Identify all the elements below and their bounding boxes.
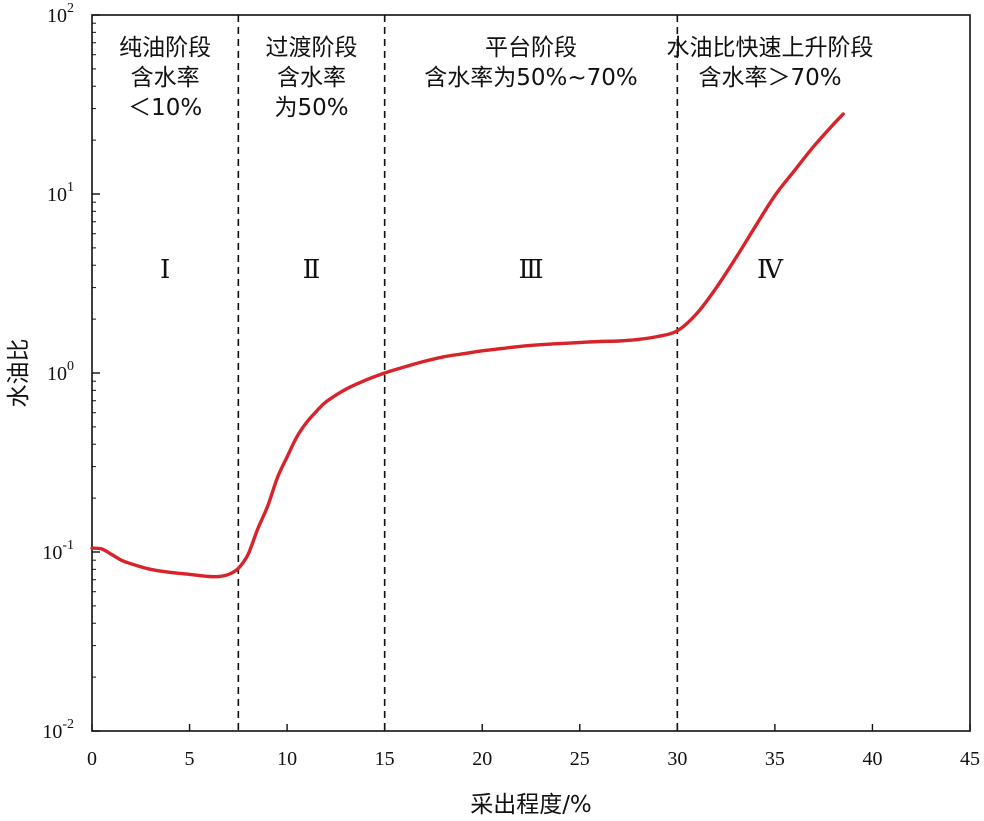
stage-roman-numeral: Ⅲ: [518, 255, 543, 285]
x-tick-label: 15: [375, 748, 395, 770]
y-axis-title: 水油比: [6, 339, 32, 408]
x-tick-label: 20: [472, 748, 492, 770]
y-tick-label: 101: [47, 180, 74, 206]
stage-roman-numeral: Ⅱ: [303, 255, 321, 285]
x-tick-label: 10: [277, 748, 297, 770]
plot-frame: [91, 14, 971, 732]
x-tick-label: 0: [87, 748, 97, 770]
series-layer: [90, 112, 845, 579]
stage-text-line: 含水率＞70%: [698, 65, 841, 91]
x-axis: 0 5 10 15 20 25 30 35 40 45: [87, 724, 980, 770]
series-line: [90, 112, 845, 579]
x-axis-title: 采出程度/%: [470, 792, 592, 818]
stage-text-line: 含水率为50%~70%: [424, 65, 638, 91]
stage-boundaries: [237, 15, 679, 731]
stage-text-line: 纯油阶段: [119, 35, 211, 61]
x-tick-label: 5: [185, 748, 195, 770]
stage-text-line: 为50%: [274, 95, 348, 121]
plot-border: [91, 14, 971, 732]
stage-text-line: 过渡阶段: [266, 35, 358, 61]
x-tick-label: 40: [862, 748, 882, 770]
stage-text-line: ＜10%: [128, 95, 202, 121]
y-axis: 10-2 10-1 100 101 102: [42, 1, 100, 743]
stage-text-line: 平台阶段: [485, 35, 577, 61]
stage-roman-numeral: Ⅰ: [160, 255, 170, 285]
y-tick-label: 10-1: [42, 538, 74, 564]
x-tick-label: 45: [960, 748, 980, 770]
stage-text-line: 水油比快速上升阶段: [667, 35, 874, 61]
x-tick-label: 30: [667, 748, 687, 770]
stage-text-line: 含水率: [277, 65, 346, 91]
y-tick-label: 102: [47, 1, 74, 27]
y-tick-label: 10-2: [42, 717, 74, 743]
stage-roman-numeral: Ⅳ: [757, 255, 784, 285]
x-tick-label: 25: [570, 748, 590, 770]
stage-text-line: 含水率: [131, 65, 200, 91]
y-tick-label: 100: [47, 359, 74, 385]
x-tick-label: 35: [765, 748, 785, 770]
